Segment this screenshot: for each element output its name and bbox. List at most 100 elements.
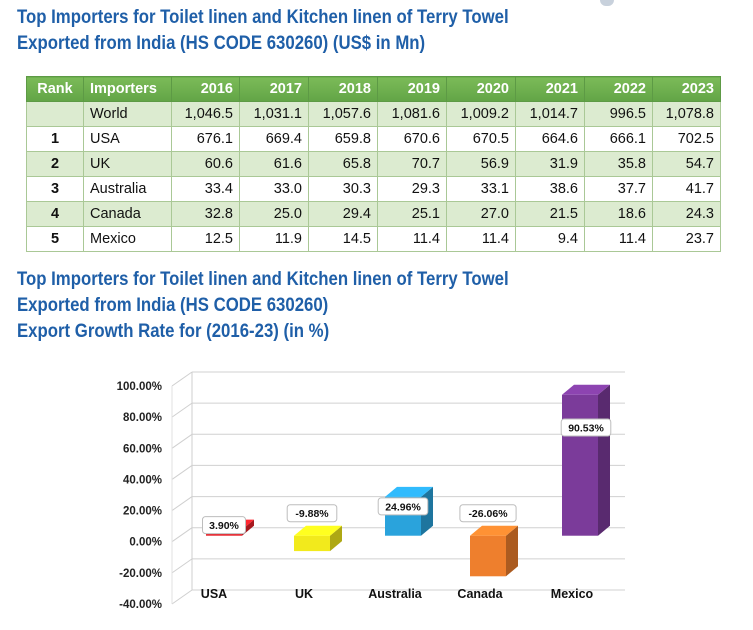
table-cell: 1,014.7 [515,101,585,127]
y-tick-label: 100.00% [117,381,162,393]
data-label: 90.53% [568,422,604,434]
table-cell: 33.0 [239,176,309,202]
bar-side [598,384,610,536]
table-cell: 29.4 [308,201,378,227]
bar-side [330,525,342,552]
table-cell: 670.6 [377,126,447,152]
x-tick-label: Canada [457,587,503,601]
table-cell: 9.4 [515,226,585,252]
gridline-side [171,402,193,418]
header-cell: 2022 [584,76,653,102]
chart-title: Top Importers for Toilet linen and Kitch… [17,266,509,344]
data-label-box [377,497,429,516]
gridline-side [171,371,193,387]
table-cell: 24.3 [652,201,721,227]
bar [294,535,330,552]
decorative-swoosh [600,0,614,6]
table-cell: 30.3 [308,176,378,202]
table-cell: 65.8 [308,151,378,177]
data-label-box [202,516,246,535]
table-title: Top Importers for Toilet linen and Kitch… [17,4,509,56]
table-row: 2 UK 60.6 61.6 65.8 70.7 56.9 31.9 35.8 … [26,151,721,177]
table-cell: 996.5 [584,101,653,127]
y-tick-label: 80.00% [123,412,162,424]
table-cell: 12.5 [171,226,240,252]
table-cell: USA [83,126,172,152]
table-cell: 1,078.8 [652,101,721,127]
data-label: -26.06% [468,508,508,520]
table-cell: 31.9 [515,151,585,177]
table-title-line-2: Exported from India (HS CODE 630260) (US… [17,32,426,54]
table-cell [26,101,84,127]
x-tick-label: Australia [368,587,423,601]
bar-side [506,525,518,577]
y-tick-label: -20.00% [119,568,162,580]
table-cell: 33.1 [446,176,516,202]
importers-table: Rank Importers 2016 2017 2018 2019 2020 … [26,76,721,252]
gridline-side [171,589,193,605]
gridline-side [171,496,193,511]
x-tick-label: USA [201,587,227,601]
y-tick-label: 60.00% [123,443,162,455]
table-row: 5 Mexico 12.5 11.9 14.5 11.4 11.4 9.4 11… [26,226,721,252]
chart-title-line-2: Exported from India (HS CODE 630260) [17,294,329,316]
data-label-box [459,504,517,523]
table-cell: 14.5 [308,226,378,252]
gridline-side [171,433,193,449]
data-label: -9.88% [295,508,329,520]
table-cell: 676.1 [171,126,240,152]
header-cell: Importers [83,76,172,102]
table-cell: 2 [26,151,84,177]
table-cell: 664.6 [515,126,585,152]
data-label-box [560,418,612,437]
header-cell: 2018 [308,76,378,102]
table-cell: 11.4 [584,226,653,252]
y-tick-label: 40.00% [123,474,162,486]
table-cell: Canada [83,201,172,227]
table-cell: 33.4 [171,176,240,202]
table-cell: 61.6 [239,151,309,177]
table-cell: 60.6 [171,151,240,177]
header-cell: 2020 [446,76,516,102]
data-label: 24.96% [385,501,421,513]
y-tick-label: -40.00% [119,599,162,611]
table-cell: 11.9 [239,226,309,252]
table-cell: 11.4 [446,226,516,252]
data-label-box [286,504,338,523]
table-cell: 18.6 [584,201,653,227]
table-cell: Mexico [83,226,172,252]
table-cell: 27.0 [446,201,516,227]
table-cell: 702.5 [652,126,721,152]
y-tick-label: 20.00% [123,506,162,518]
data-label: 3.90% [209,520,239,532]
y-tick-label: 0.00% [129,537,162,549]
header-cell: Rank [26,76,84,102]
bar-top [470,525,518,536]
table-cell: 56.9 [446,151,516,177]
table-header-row: Rank Importers 2016 2017 2018 2019 2020 … [26,76,721,102]
table-cell: 1,031.1 [239,101,309,127]
table-cell: UK [83,151,172,177]
table-title-line-1: Top Importers for Toilet linen and Kitch… [17,6,509,28]
table-cell: 1,009.2 [446,101,516,127]
table-cell: 37.7 [584,176,653,202]
gridline-side [171,465,193,480]
chart-title-line-3: Export Growth Rate for (2016-23) (in %) [17,320,330,342]
bar [562,394,598,536]
table-cell: 3 [26,176,84,202]
table-cell: 54.7 [652,151,721,177]
gridline-side [171,527,193,543]
table-cell: 35.8 [584,151,653,177]
bar-top [385,486,433,497]
x-tick-label: UK [295,587,313,601]
bar [470,535,506,577]
table-cell: World [83,101,172,127]
table-cell: 38.6 [515,176,585,202]
table-cell: 32.8 [171,201,240,227]
table-cell: 11.4 [377,226,447,252]
table-row: 3 Australia 33.4 33.0 30.3 29.3 33.1 38.… [26,176,721,202]
table-cell: 29.3 [377,176,447,202]
table-row: 4 Canada 32.8 25.0 29.4 25.1 27.0 21.5 1… [26,201,721,227]
header-cell: 2016 [171,76,240,102]
